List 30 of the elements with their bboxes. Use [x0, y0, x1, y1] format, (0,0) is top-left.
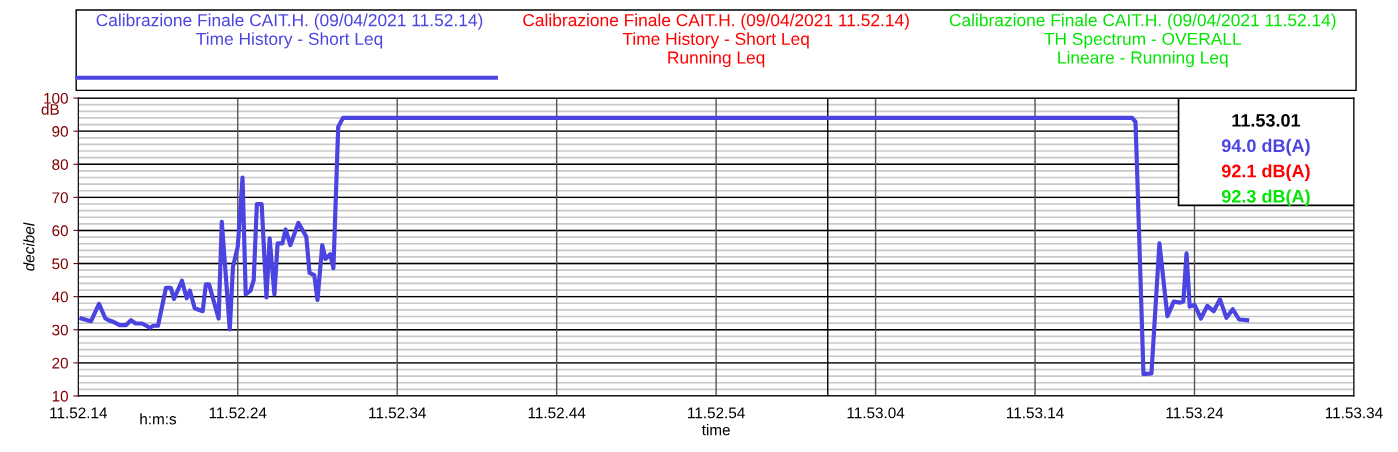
y-tick-label: 40: [51, 291, 68, 303]
y-tick-label: 90: [52, 126, 68, 137]
y-tick-label: 30: [52, 324, 68, 336]
x-tick-label: 11.53.34: [1325, 407, 1383, 419]
y-tick-label: 100: [44, 92, 68, 104]
annotation: 94.0 dB(A): [1221, 138, 1310, 156]
annotation: 92.1 dB(A): [1221, 164, 1310, 181]
y-tick-label: 80: [52, 159, 68, 170]
x-tick-label: 11.53.14: [1007, 407, 1064, 419]
x-tick-label: 11.53.04: [847, 407, 905, 419]
text: h:m:s: [140, 413, 177, 425]
x-tick-label: 11.52.44: [528, 407, 586, 419]
legend-label: Calibrazione Finale CAIT.H. (09/04/2021 11.52.14) Time History - Short Leq Running Leq: [523, 13, 909, 68]
ref-line-label: 11.53.01: [1232, 113, 1301, 127]
text: Calibrazione Finale CAIT.H. (09/04/2021 11.52.14) Time History - Short Leq: [96, 13, 483, 49]
x-tick-label: 11.52.14: [50, 407, 108, 419]
y-tick-label: 70: [52, 192, 68, 204]
x-tick-label: 11.53.24: [1166, 407, 1224, 419]
x-tick-label: 11.52.24: [209, 407, 267, 419]
y-tick-label: 50: [52, 258, 68, 270]
annotation: 92.3 dB(A): [1221, 189, 1310, 207]
y-tick-label: 60: [52, 225, 68, 237]
x-axis-title: time: [701, 424, 730, 436]
x-tick-label: 11.52.54: [688, 407, 745, 419]
y-axis-title: decibel: [23, 222, 35, 271]
text: dB: [41, 103, 59, 115]
y-tick-label: 20: [52, 357, 68, 369]
x-tick-label: 11.52.34: [369, 407, 426, 419]
legend-label: Calibrazione Finale CAIT.H. (09/04/2021 11.52.14) TH Spectrum - OVERALL Lineare - Running Leq: [949, 13, 1336, 68]
y-tick-label: 10: [52, 390, 68, 402]
